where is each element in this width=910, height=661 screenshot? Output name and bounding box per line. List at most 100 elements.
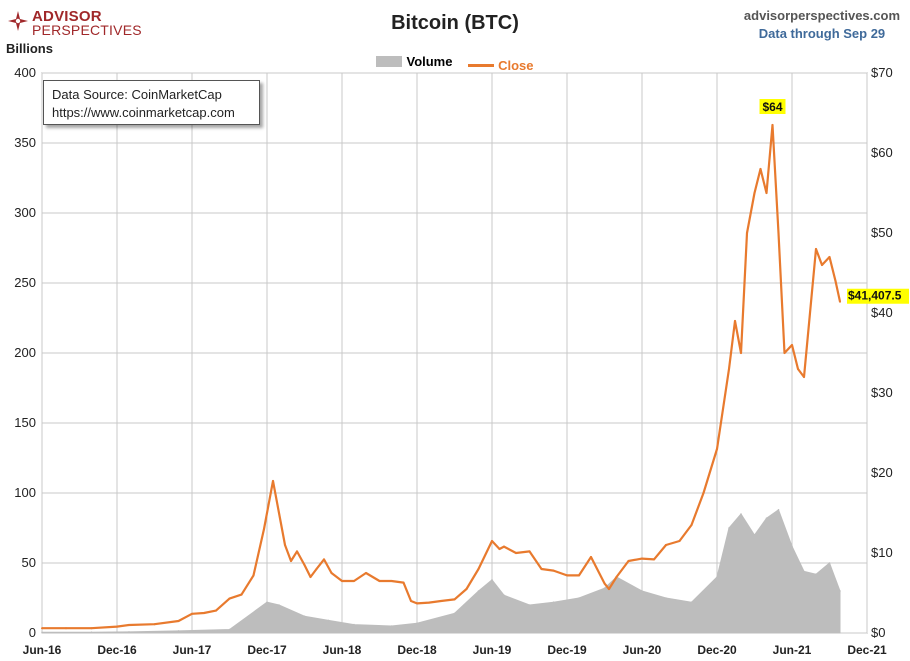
close-point: [228, 597, 231, 600]
chart-title: Bitcoin (BTC): [391, 12, 519, 34]
close-point: [641, 557, 643, 560]
volume-point: [128, 631, 130, 633]
legend: Volume Close: [0, 54, 910, 73]
volume-point: [716, 576, 718, 578]
close-point: [515, 552, 517, 554]
close-point: [309, 576, 312, 578]
close-point: [252, 574, 255, 577]
close-point: [753, 192, 756, 194]
legend-label-volume: Volume: [406, 54, 453, 69]
volume-point: [477, 590, 480, 592]
close-point: [839, 300, 841, 303]
close-line: [42, 123, 842, 630]
close-point: [330, 572, 333, 574]
close-point: [453, 598, 456, 601]
right-tick-label: $20: [871, 465, 893, 480]
volume-point: [578, 597, 580, 599]
volume-point: [552, 601, 555, 603]
legend-item-close: Close: [468, 58, 534, 73]
close-point: [578, 574, 580, 577]
x-tick-label: Dec-17: [247, 643, 287, 657]
data-source-url: https://www.coinmarketcap.com: [52, 105, 235, 120]
volume-point: [839, 590, 841, 592]
volume-point: [803, 570, 805, 573]
x-tick-label: Jun-18: [323, 643, 362, 657]
close-point: [759, 168, 762, 170]
right-tick-label: $40: [871, 305, 893, 320]
close-point: [552, 569, 555, 572]
x-tick-label: Dec-18: [397, 643, 437, 657]
volume-point: [266, 601, 268, 603]
close-point: [503, 545, 505, 548]
volume-point: [228, 628, 231, 631]
axes: 0 50 100 150 200 250 300 350 400 $0 $10 $20 $30 $40 $5…: [14, 65, 892, 657]
close-point: [303, 564, 306, 566]
site-info: advisorperspectives.com Data through Sep…: [744, 8, 900, 41]
close-point: [702, 492, 705, 494]
close-point: [440, 600, 442, 602]
volume-point: [828, 562, 831, 564]
close-point: [428, 601, 430, 604]
volume-point: [353, 623, 355, 626]
right-tick-label: $10: [871, 545, 893, 560]
x-tick-label: Dec-16: [97, 643, 137, 657]
volume-point: [791, 545, 793, 547]
legend-item-volume: Volume: [376, 54, 452, 69]
volume-area: [41, 509, 841, 634]
x-tick-label: Jun-21: [773, 643, 812, 657]
close-point: [615, 576, 618, 578]
right-tick-label: $0: [871, 625, 885, 640]
close-point: [41, 627, 43, 630]
close-point: [803, 376, 805, 378]
close-point: [290, 560, 292, 562]
close-point: [653, 558, 655, 561]
volume-point: [453, 612, 456, 615]
close-point: [791, 344, 793, 346]
close-point: [608, 588, 610, 590]
close-point: [821, 264, 823, 266]
volume-point: [90, 631, 93, 633]
close-point: [603, 582, 606, 585]
close-point: [809, 312, 811, 314]
data-source-line: Data Source: CoinMarketCap: [52, 87, 222, 102]
annotations: $64 $41,407.5: [759, 99, 909, 304]
close-point: [323, 558, 325, 561]
x-tick-label: Dec-20: [697, 643, 737, 657]
volume-point: [690, 601, 693, 603]
advisor-perspectives-logo: ADVISOR PERSPECTIVES: [8, 8, 148, 38]
volume-point: [815, 573, 817, 575]
site-url: advisorperspectives.com: [743, 8, 900, 23]
close-point: [272, 480, 274, 482]
close-point: [278, 512, 280, 514]
data-source-box: Data Source: CoinMarketCap https://www.c…: [43, 80, 260, 125]
legend-swatch-volume: [376, 56, 403, 67]
left-tick-label: 250: [14, 275, 36, 290]
close-point: [678, 540, 681, 542]
volume-point: [603, 587, 606, 589]
right-tick-label: $60: [871, 145, 893, 160]
peak-label-highlight: [759, 99, 786, 114]
right-tick-label: $50: [871, 225, 893, 240]
close-point: [296, 550, 298, 553]
close-point: [590, 556, 592, 558]
volume-point: [416, 622, 418, 624]
volume-point: [327, 619, 330, 622]
close-point: [740, 352, 742, 354]
close-point: [203, 612, 205, 614]
close-point: [215, 609, 217, 612]
x-tick-label: Dec-19: [547, 643, 587, 657]
logo-text-perspectives: PERSPECTIVES: [32, 22, 142, 38]
legend-swatch-close: [468, 64, 495, 67]
close-point: [477, 568, 480, 570]
close-point: [815, 248, 817, 250]
last-value-highlight: [847, 288, 909, 304]
close-point: [416, 602, 418, 605]
volume-point: [665, 597, 667, 599]
legend-label-close: Close: [498, 58, 534, 73]
left-tick-label: 400: [14, 65, 36, 80]
close-point: [627, 560, 630, 562]
close-point: [153, 623, 156, 626]
volume-point: [278, 604, 280, 606]
left-tick-label: 300: [14, 205, 36, 220]
